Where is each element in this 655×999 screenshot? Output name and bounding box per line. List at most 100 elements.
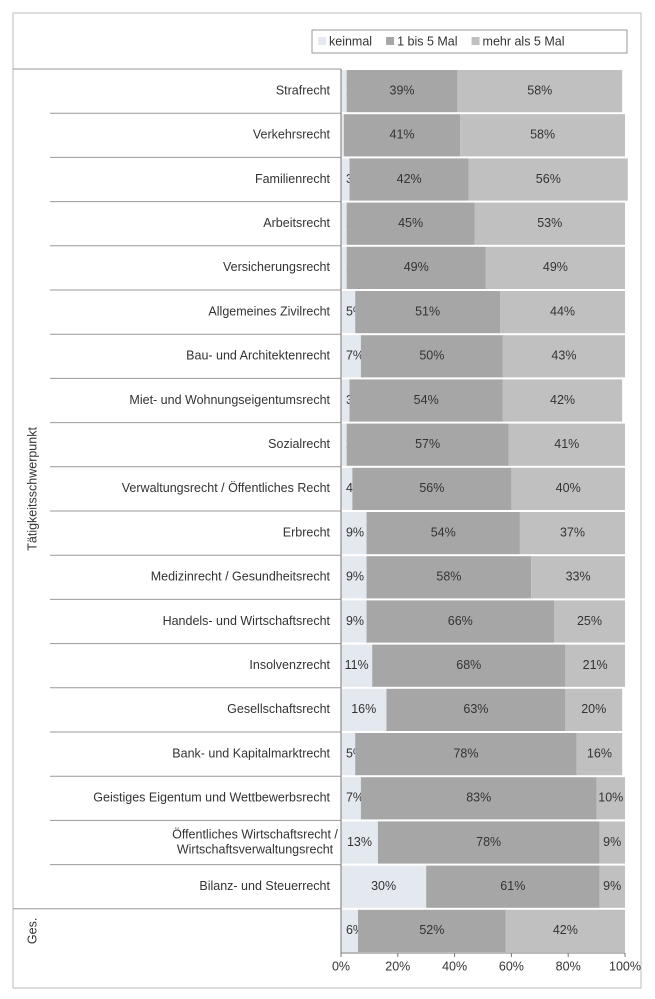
category-label: Geistiges Eigentum und Wettbewerbsrecht (93, 791, 330, 805)
bar-segment (599, 865, 625, 908)
value-label: 43% (551, 349, 576, 363)
bar-segment (386, 688, 566, 731)
legend-label: keinmal (329, 34, 372, 48)
category-label: Arbeitsrecht (263, 216, 330, 230)
value-label: 25% (577, 614, 602, 628)
value-label: 45% (398, 216, 423, 230)
legend-swatch (386, 37, 395, 45)
frame (12, 12, 642, 989)
bar-segment (341, 777, 361, 820)
value-label: 33% (566, 570, 591, 584)
group-label: Tätigkeitsschwerpunkt (25, 427, 39, 551)
category-label: Verkehrsrecht (253, 128, 331, 142)
value-label: 61% (500, 879, 525, 893)
value-label: 57% (415, 437, 440, 451)
value-label: 11% (345, 658, 369, 672)
x-tick-label: 80% (556, 959, 581, 973)
x-tick-label: 100% (609, 959, 641, 973)
category-label: Wirtschaftsverwaltungsrecht (177, 842, 334, 856)
bar-segment (341, 291, 356, 334)
bar-segment (505, 909, 625, 952)
category-label: Öffentliches Wirtschaftsrecht / (172, 827, 338, 841)
bar-segment (460, 114, 625, 157)
legend-label: mehr als 5 Mal (483, 34, 565, 48)
category-label: Miet- und Wohnungseigentumsrecht (129, 393, 330, 407)
category-label: Bank- und Kapitalmarktrecht (172, 746, 330, 760)
value-label: 42% (553, 923, 578, 937)
bar-segment (511, 467, 625, 510)
value-label: 9% (346, 570, 364, 584)
value-label: 7% (346, 349, 364, 363)
bar-segment (349, 158, 469, 201)
category-label: Strafrecht (276, 83, 331, 97)
category-label: Erbrecht (283, 525, 331, 539)
bar-segment (355, 733, 577, 776)
bar-segment (565, 644, 625, 687)
value-label: 40% (556, 481, 581, 495)
bar-segment (341, 246, 347, 289)
x-tick-label: 20% (385, 959, 410, 973)
value-label: 58% (530, 128, 555, 142)
bar-segment (377, 821, 600, 864)
value-label: 9% (346, 525, 364, 539)
value-label: 42% (550, 393, 575, 407)
value-label: 41% (554, 437, 579, 451)
category-label: Bilanz- und Steuerrecht (199, 879, 330, 893)
bar-segment (554, 600, 625, 643)
bar-segment (343, 114, 461, 157)
value-label: 16% (351, 702, 376, 716)
value-label: 58% (527, 83, 552, 97)
bar-segment (596, 777, 625, 820)
bar-segment (341, 688, 387, 731)
bar-segment (341, 467, 353, 510)
value-label: 51% (415, 304, 440, 318)
x-tick-label: 40% (442, 959, 467, 973)
bar-segment (457, 70, 623, 113)
value-label: 54% (431, 525, 456, 539)
value-label: 53% (537, 216, 562, 230)
bar-segment (565, 688, 623, 731)
bar-segment (426, 865, 600, 908)
category-label: Sozialrecht (268, 437, 330, 451)
bar-segment (341, 335, 361, 378)
x-tick-label: 0% (332, 959, 350, 973)
bar-segment (360, 777, 597, 820)
category-label: Versicherungsrecht (223, 260, 331, 274)
group-label: Ges. (25, 918, 39, 944)
value-label: 68% (456, 658, 481, 672)
bar-segment (502, 379, 623, 422)
value-label: 49% (404, 260, 429, 274)
legend-swatch (318, 37, 326, 45)
value-label: 56% (536, 172, 561, 186)
category-label: Gesellschaftsrecht (227, 702, 330, 716)
bar-segment (341, 70, 347, 113)
value-label: 39% (390, 83, 415, 97)
value-label: 56% (419, 481, 444, 495)
bar-segment (474, 202, 625, 245)
bar-segment (341, 556, 367, 599)
value-label: 44% (550, 304, 575, 318)
value-label: 42% (397, 172, 422, 186)
category-label: Handels- und Wirtschaftsrecht (163, 614, 331, 628)
bar-segment (500, 291, 625, 334)
bar-segment (341, 909, 359, 952)
value-label: 66% (448, 614, 473, 628)
bar-segment (341, 733, 356, 776)
bar-segment (341, 379, 350, 422)
bar-segment (346, 423, 509, 466)
category-label: Verwaltungsrecht / Öffentliches Recht (122, 481, 331, 495)
value-label: 41% (390, 128, 415, 142)
value-label: 63% (463, 702, 488, 716)
bar-segment (341, 865, 427, 908)
bar-segment (366, 512, 520, 555)
bar-segment (341, 423, 347, 466)
value-label: 54% (414, 393, 439, 407)
value-label: 58% (436, 570, 461, 584)
value-label: 13% (347, 835, 372, 849)
bar-segment (358, 909, 506, 952)
bar-segment (341, 821, 378, 864)
bar-segment (341, 644, 373, 687)
value-label: 78% (476, 835, 501, 849)
bar-segment (346, 202, 475, 245)
